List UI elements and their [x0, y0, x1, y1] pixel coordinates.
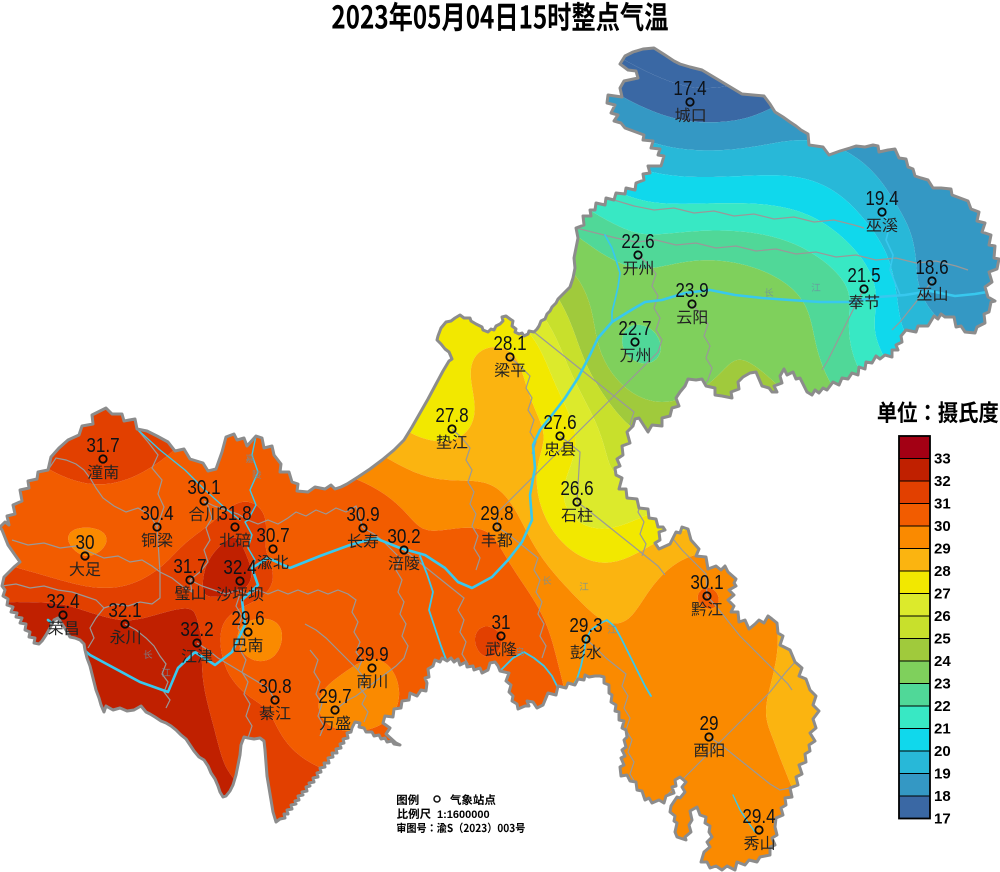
svg-text:22.6: 22.6 [621, 230, 654, 253]
svg-text:32.2: 32.2 [180, 618, 213, 641]
svg-text:29.3: 29.3 [569, 614, 602, 637]
svg-text:30.8: 30.8 [258, 675, 291, 698]
svg-text:18: 18 [934, 788, 951, 805]
svg-text:25: 25 [934, 631, 951, 648]
svg-text:30.1: 30.1 [187, 476, 220, 499]
svg-text:30.2: 30.2 [387, 525, 420, 548]
svg-text:28.1: 28.1 [493, 332, 526, 355]
svg-text:30.9: 30.9 [346, 503, 379, 526]
svg-text:23.9: 23.9 [675, 279, 708, 302]
svg-text:31.8: 31.8 [218, 502, 251, 525]
svg-text:24: 24 [934, 653, 951, 670]
svg-text:29.9: 29.9 [355, 643, 388, 666]
svg-text:18.6: 18.6 [915, 256, 948, 279]
svg-text:29.7: 29.7 [318, 685, 351, 708]
svg-text:22.7: 22.7 [618, 317, 651, 340]
svg-text:33: 33 [934, 451, 951, 468]
svg-text:29: 29 [934, 541, 951, 558]
svg-text:22: 22 [934, 698, 951, 715]
svg-text:27.6: 27.6 [543, 411, 576, 434]
svg-text:17: 17 [934, 811, 951, 828]
svg-text:29.6: 29.6 [231, 607, 264, 630]
svg-text:31.7: 31.7 [173, 555, 206, 578]
svg-text:21.5: 21.5 [847, 264, 880, 287]
svg-text:32: 32 [934, 473, 951, 490]
svg-text:31: 31 [491, 611, 510, 634]
svg-text:19: 19 [934, 766, 951, 783]
svg-text:1:1600000: 1:1600000 [437, 809, 490, 821]
svg-text:27.8: 27.8 [435, 404, 468, 427]
svg-text:17.4: 17.4 [673, 77, 706, 100]
svg-text:30.7: 30.7 [256, 524, 289, 547]
svg-text:21: 21 [934, 721, 951, 738]
svg-text:30: 30 [934, 518, 951, 535]
svg-text:27: 27 [934, 586, 951, 603]
svg-text:29.4: 29.4 [742, 805, 775, 828]
svg-text:31: 31 [934, 496, 951, 513]
svg-text:20: 20 [934, 743, 951, 760]
svg-text:29.8: 29.8 [480, 502, 513, 525]
svg-text:19.4: 19.4 [865, 187, 898, 210]
svg-text:30.1: 30.1 [690, 571, 723, 594]
svg-text:28: 28 [934, 563, 951, 580]
svg-text:26: 26 [934, 608, 951, 625]
svg-text:31.7: 31.7 [86, 434, 119, 457]
svg-text:23: 23 [934, 676, 951, 693]
svg-text:32.1: 32.1 [108, 599, 141, 622]
svg-text:30: 30 [75, 531, 94, 554]
svg-text:32.4: 32.4 [46, 590, 79, 613]
svg-text:30.4: 30.4 [140, 502, 173, 525]
svg-text:32.4: 32.4 [223, 556, 256, 579]
svg-text:29: 29 [699, 712, 718, 735]
svg-text:26.6: 26.6 [560, 477, 593, 500]
